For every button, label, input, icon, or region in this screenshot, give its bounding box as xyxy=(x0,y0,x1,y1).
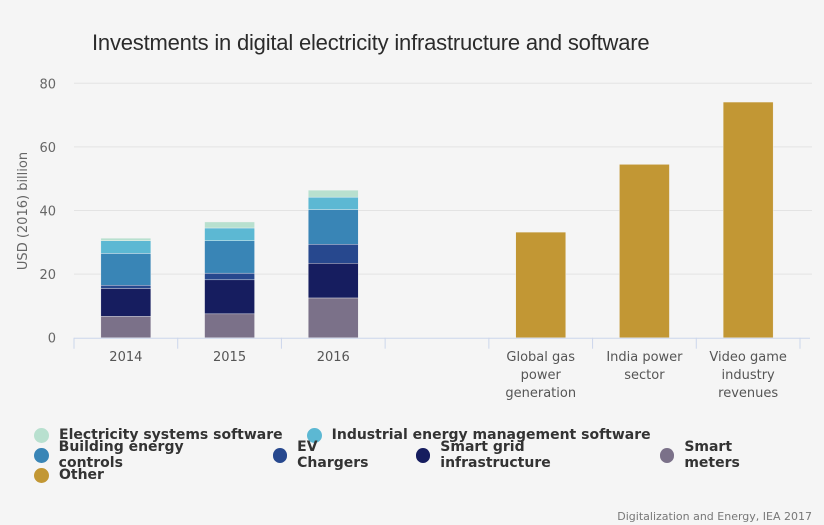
y-tick-label: 80 xyxy=(39,77,56,92)
bar-segment xyxy=(515,231,566,338)
bar-segment xyxy=(308,189,359,198)
chart-legend: Electricity systems software Industrial e… xyxy=(34,425,814,485)
legend-item[interactable]: Other xyxy=(34,467,104,483)
legend-label: Smart grid infrastructure xyxy=(440,439,551,471)
legend-item[interactable]: Building energy controls xyxy=(34,439,249,471)
x-tick-label: 2014 xyxy=(109,350,142,365)
bar-segment xyxy=(100,240,152,254)
legend-item[interactable]: Industrial energy management software xyxy=(306,427,651,443)
bar-segment xyxy=(204,313,255,338)
legend-label: Smart meters xyxy=(684,439,740,471)
x-tick-label: industry xyxy=(722,368,776,383)
x-tick-label: 2015 xyxy=(213,350,246,365)
bar-segment xyxy=(308,209,359,245)
legend-item[interactable]: EV Chargers xyxy=(272,439,392,471)
legend-swatch-icon xyxy=(306,427,322,443)
legend-row: Electricity systems software Industrial e… xyxy=(34,425,814,445)
bar-segment xyxy=(204,279,255,315)
legend-item[interactable]: Smart meters xyxy=(659,439,790,471)
x-tick-label: power xyxy=(521,368,562,383)
y-tick-label: 40 xyxy=(39,205,56,220)
bar-segment xyxy=(722,101,774,338)
legend-swatch-icon xyxy=(272,447,288,463)
legend-swatch-icon xyxy=(34,467,49,483)
y-axis-label: USD (2016) billion xyxy=(16,152,31,270)
x-tick-label: Global gas xyxy=(506,350,575,365)
legend-label: Electricity systems software xyxy=(59,427,283,443)
y-tick-label: 0 xyxy=(48,332,56,347)
legend-item[interactable]: Smart grid infrastructure xyxy=(415,439,636,471)
x-tick-label: revenues xyxy=(718,386,778,401)
legend-row: Other xyxy=(34,465,814,485)
bar-segment xyxy=(204,221,255,229)
bar-segment xyxy=(308,196,359,210)
x-tick-label: India power xyxy=(606,350,683,365)
bar-segment xyxy=(204,240,255,274)
bar-segment xyxy=(100,253,152,286)
legend-swatch-icon xyxy=(659,447,675,463)
x-tick-label: Video game xyxy=(709,350,786,365)
bar-segment xyxy=(100,316,152,338)
legend-label: Industrial energy management software xyxy=(331,427,651,443)
bar-segment xyxy=(619,164,670,338)
legend-swatch-icon xyxy=(34,447,49,463)
bar-segment xyxy=(308,297,359,338)
bar-segment xyxy=(100,237,152,241)
legend-label: EV Chargers xyxy=(297,439,369,471)
x-tick-label: 2016 xyxy=(317,350,350,365)
y-tick-label: 20 xyxy=(39,268,56,283)
legend-item[interactable]: Electricity systems software xyxy=(34,427,283,443)
bar-segment xyxy=(204,227,255,241)
x-tick-label: sector xyxy=(624,368,665,383)
bar-segment xyxy=(308,263,359,299)
legend-row: Building energy controls EV Chargers Smart… xyxy=(34,439,814,471)
source-note: Digitalization and Energy, IEA 2017 xyxy=(617,510,812,523)
legend-swatch-icon xyxy=(34,427,49,443)
chart-title: Investments in digital electricity infra… xyxy=(92,30,650,55)
x-tick-label: generation xyxy=(505,386,576,401)
bar-segment xyxy=(204,272,255,281)
legend-label: Building energy controls xyxy=(58,439,184,471)
bar-segment xyxy=(100,285,152,289)
y-tick-label: 60 xyxy=(39,141,56,156)
legend-swatch-icon xyxy=(415,447,431,463)
bar-segment xyxy=(308,244,359,264)
legend-label: Other xyxy=(59,467,104,483)
bar-segment xyxy=(100,288,152,317)
